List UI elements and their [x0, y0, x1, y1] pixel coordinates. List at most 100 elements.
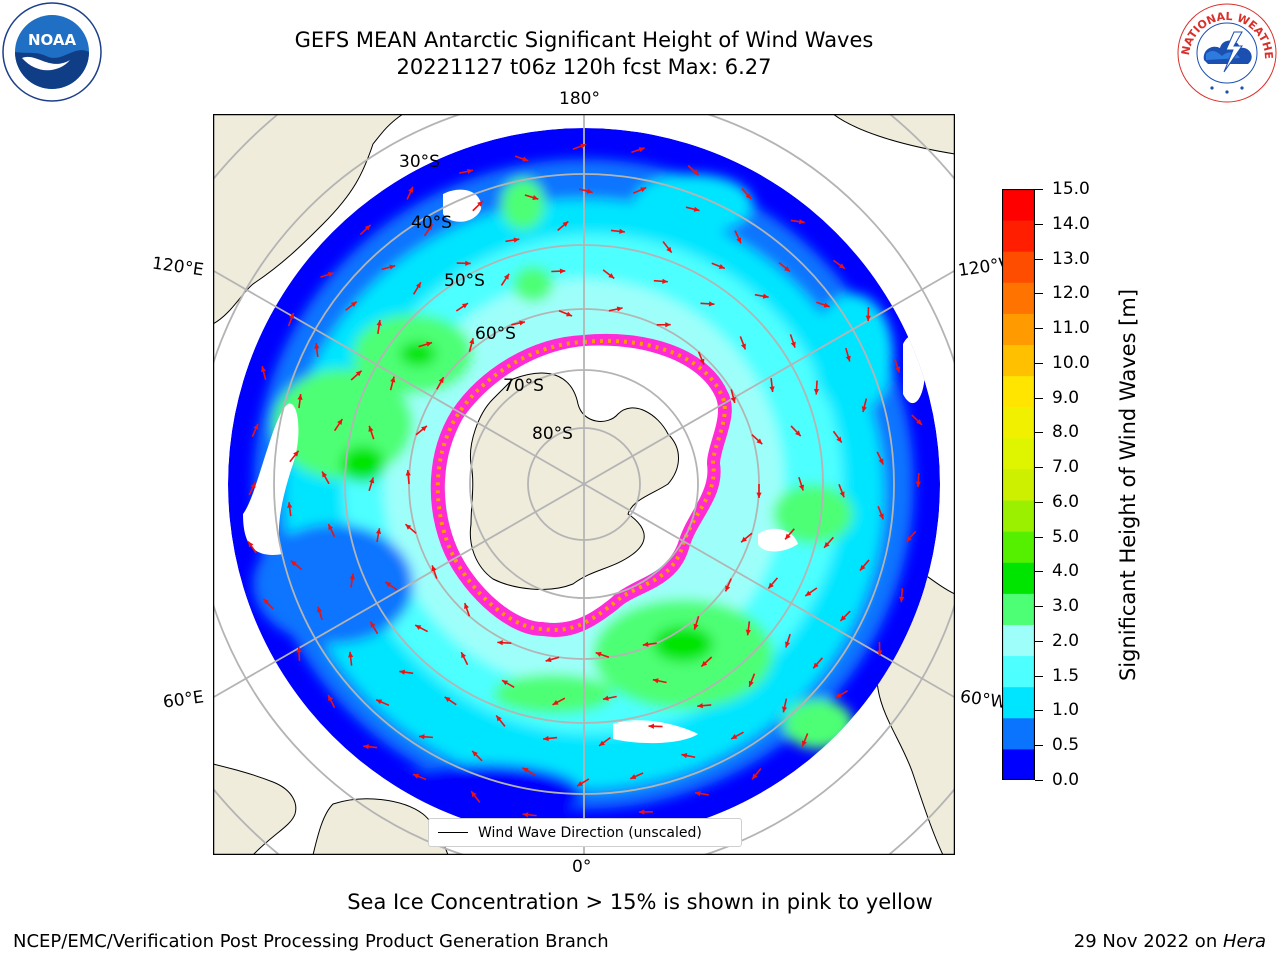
wave-arrow-head — [642, 641, 649, 647]
colorbar-band — [1002, 624, 1035, 657]
wave-arrow-head — [836, 436, 842, 443]
colorbar-tick-mark — [1035, 223, 1043, 225]
colorbar-band — [1002, 251, 1035, 283]
legend-line-sample — [438, 832, 468, 833]
colorbar-tick-mark — [1035, 780, 1043, 781]
wave-arrow-head — [768, 582, 774, 589]
wave-arrow-head — [640, 187, 647, 193]
wave-arrow-head — [699, 358, 705, 365]
colorbar-tick-mark — [1035, 710, 1043, 712]
colorbar-band — [1002, 593, 1035, 625]
polar-map: 30°S 40°S 50°S 60°S 70°S 80°S — [213, 114, 955, 855]
lat-label-40s: 40°S — [411, 213, 452, 233]
footer-machine: Hera — [1222, 931, 1266, 952]
wave-arrow-head — [616, 306, 623, 312]
wave-arrow-head — [477, 200, 483, 207]
wave-arrow-head — [287, 502, 293, 508]
wave-arrow-head — [522, 156, 529, 162]
wave-arrow-head — [785, 641, 790, 648]
wave-arrow-head — [289, 312, 295, 319]
wave-arrow-head — [861, 406, 867, 413]
wave-arrow-head — [543, 735, 549, 742]
wave-arrow-head — [823, 302, 830, 308]
colorbar-tick-label: 0.0 — [1052, 770, 1080, 790]
colorbar-band — [1002, 313, 1035, 346]
colorbar-tick-label: 15.0 — [1052, 179, 1090, 199]
colorbar-tick-label: 1.0 — [1052, 700, 1080, 721]
wave-arrow-head — [648, 723, 655, 729]
wave-arrow-head — [725, 585, 731, 592]
wave-arrow-head — [906, 536, 912, 542]
wave-arrow-head — [496, 715, 502, 722]
wave-arrow-head — [769, 386, 775, 393]
wave-arrow-head — [798, 219, 805, 225]
wave-arrow-head — [784, 266, 790, 272]
colorbar-band — [1002, 748, 1035, 780]
colorbar-tick-label: 0.5 — [1052, 735, 1080, 756]
wave-arrow-head — [415, 282, 421, 289]
wave-arrow-head — [405, 524, 412, 530]
wave-arrow-head — [701, 660, 708, 667]
wave-arrow-head — [741, 343, 746, 350]
lat-label-80s: 80°S — [532, 424, 573, 444]
wave-arrow-head — [580, 143, 587, 149]
wave-arrow-head — [781, 706, 788, 713]
colorbar-tick-mark — [1035, 606, 1043, 608]
sea-ice-note: Sea Ice Concentration > 15% is shown in … — [347, 890, 933, 914]
lon-label-180: 180° — [559, 89, 600, 109]
wave-arrow-head — [608, 273, 615, 279]
wave-arrow-head — [692, 169, 699, 176]
wave-arrow-head — [296, 646, 302, 653]
colorbar-band — [1002, 344, 1035, 377]
wave-arrow-head — [376, 699, 383, 705]
wave-arrow-head — [348, 651, 354, 658]
wave-arrow-head — [666, 246, 672, 253]
nws-logo: NATIONAL WEATHER SERVICE — [1176, 2, 1277, 103]
map-subtitle: 20221127 t06z 120h fcst Max: 6.27 — [396, 55, 772, 79]
wave-arrow-head — [824, 541, 830, 548]
wave-arrow-head — [630, 774, 637, 779]
colorbar-tick-label: 8.0 — [1052, 422, 1080, 443]
wave-arrow-head — [840, 615, 847, 621]
wave-arrow-head — [718, 263, 725, 269]
wave-arrow-head — [248, 541, 254, 548]
wave-arrow-head — [559, 268, 566, 274]
wave-arrow-head — [349, 573, 355, 580]
lon-label-120e: 120°E — [150, 253, 205, 281]
wave-arrow-head — [859, 564, 866, 571]
wave-arrow-head — [785, 533, 791, 540]
colorbar-band — [1002, 562, 1035, 594]
wave-arrow-head — [562, 221, 569, 227]
colorbar-tick-mark — [1035, 675, 1043, 677]
wave-arrow-head — [250, 482, 256, 489]
wave-arrow-head — [638, 809, 645, 815]
wave-arrow-head — [263, 598, 269, 605]
colorbar-tick-mark — [1035, 328, 1043, 330]
wave-arrow-head — [408, 186, 414, 193]
wave-arrow-head — [752, 773, 758, 780]
lat-label-70s: 70°S — [503, 376, 544, 396]
footer-credit: NCEP/EMC/Verification Post Processing Pr… — [13, 931, 609, 952]
wave-arrow-head — [838, 263, 845, 269]
wave-arrow-head — [328, 524, 334, 531]
wave-arrow-head — [472, 750, 478, 757]
wave-arrow-head — [253, 423, 259, 430]
wave-arrow-head — [756, 438, 763, 445]
colorbar-tick-label: 4.0 — [1052, 561, 1080, 582]
wave-arrow-head — [741, 536, 747, 543]
lon-label-60w: 60°W — [958, 686, 1009, 714]
wave-arrow-head — [369, 477, 375, 484]
colorbar-tick-label: 11.0 — [1052, 318, 1090, 339]
wave-arrow-head — [877, 650, 883, 656]
wave-arrow-head — [545, 657, 552, 663]
wave-arrow-head — [602, 695, 609, 701]
wave-arrow-head — [805, 590, 812, 596]
wave-arrow-head — [431, 565, 437, 572]
colorbar-tick-mark — [1035, 258, 1043, 260]
wave-arrow-head — [389, 264, 396, 270]
lon-label-60e: 60°E — [161, 687, 206, 713]
wave-arrow-head — [915, 481, 921, 488]
legend-label: Wind Wave Direction (unscaled) — [478, 824, 702, 841]
colorbar-band — [1002, 531, 1035, 563]
wave-arrow-head — [364, 224, 371, 231]
